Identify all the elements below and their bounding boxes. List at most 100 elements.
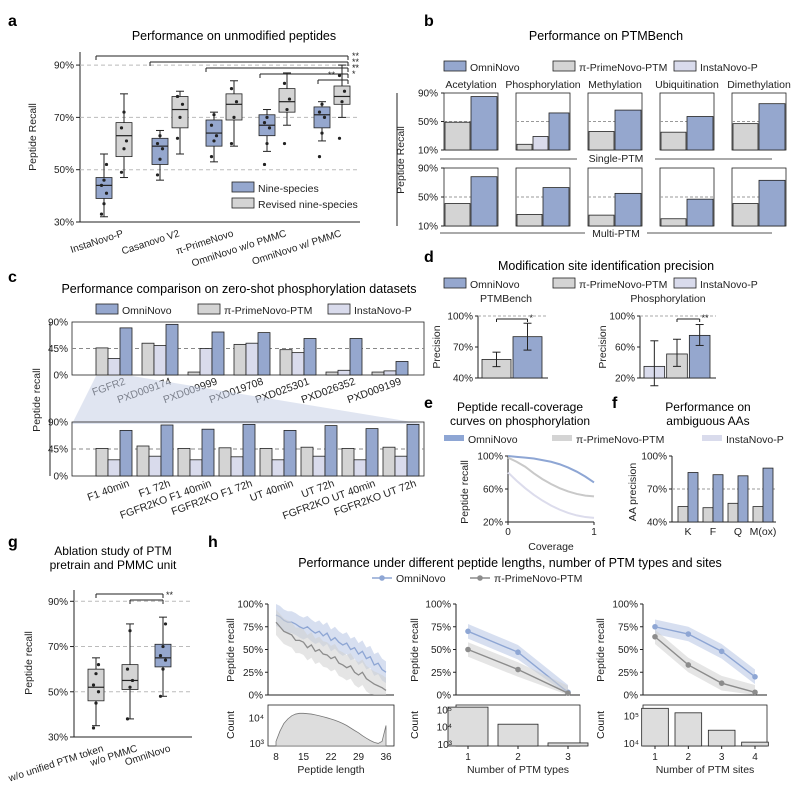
h-legend-prime-marker (477, 575, 483, 581)
h-sites-ytick-label: 50% (618, 645, 638, 656)
g-box-w/o unified PTM token (87, 668, 105, 702)
panel-letter-b: b (424, 13, 434, 30)
a-point (119, 126, 124, 130)
f-legend-insta-label: InstaNovo-P (726, 434, 784, 446)
a-point (342, 89, 347, 93)
b-bar-omni (686, 116, 714, 151)
h-types-ytick-label: 75% (431, 622, 451, 633)
b-bar-prime (516, 213, 543, 227)
a-point (209, 155, 214, 159)
d-legend-omni-swatch (443, 277, 467, 289)
c-top-bar-prime (371, 371, 385, 376)
a-ylabel: Peptide Recall (27, 103, 39, 171)
b-bar-prime (660, 218, 687, 227)
h-types-marker-π-PrimeNovo-PTM (515, 666, 521, 673)
h-sites-marker-π-PrimeNovo-PTM (652, 633, 658, 640)
h-sites-band-π-PrimeNovo-PTM (655, 629, 755, 695)
a-point (282, 81, 287, 85)
c-bottom-bar-omni (365, 428, 379, 477)
h-length-count-label: Count (225, 711, 237, 739)
b-bar-prime (732, 123, 759, 151)
b-row-label-single: Single-PTM (589, 153, 644, 165)
b-ptm-label: Phosphorylation (505, 79, 580, 91)
panel-h-title: Performance under different peptide leng… (298, 556, 722, 570)
g-sig-mark: ** (166, 590, 174, 600)
f-xtick-label: M(ox) (750, 526, 777, 538)
f-bar-omni (687, 472, 699, 523)
h-length-xtick-label: 22 (325, 752, 337, 763)
c-bottom-bar-insta (148, 455, 162, 477)
c-top-bar-prime (95, 347, 109, 376)
panel-e-title-1: Peptide recall-coverage (457, 400, 583, 414)
h-length-count-tick: 10⁴ (249, 713, 264, 724)
h-types-count-tick: 10³ (438, 740, 453, 751)
c-bottom-bar-prime (95, 447, 109, 477)
h-types-count-tick: 10⁴ (437, 723, 452, 734)
e-ylabel: Peptide recall (459, 460, 471, 524)
c-bottom-bar-insta (353, 459, 367, 477)
h-length-xtick-label: 36 (380, 752, 392, 763)
h-sites-marker-OmniNovo (652, 623, 658, 630)
b-ytick-label: 90% (418, 89, 438, 100)
a-point (262, 121, 267, 125)
c-top-bar-prime (233, 343, 247, 376)
a-point (175, 136, 180, 140)
a-point (337, 73, 342, 78)
h-length-ytick-label: 50% (243, 645, 263, 656)
a-point (282, 141, 287, 146)
a-sig-mark: ** (352, 57, 360, 67)
b-bar-omni (548, 112, 570, 151)
a-legend-nine-label: Nine-species (258, 183, 319, 195)
g-ytick-label: 90% (48, 597, 68, 608)
b-legend-prime-swatch (552, 60, 576, 72)
d-right-sig-mark: ** (702, 313, 710, 323)
c-top-bar-prime (279, 349, 293, 376)
c-bottom-xtick-label: UT 40min (248, 477, 295, 504)
f-ytick-label: 100% (641, 452, 667, 463)
a-point (212, 113, 216, 117)
d-right-ytick-label: 100% (609, 312, 635, 323)
c-top-bar-omni (211, 331, 225, 376)
b-bar-omni (542, 187, 570, 227)
h-legend-prime-label: π-PrimeNovo-PTM (494, 573, 582, 585)
a-legend-revised-label: Revised nine-species (258, 199, 358, 211)
f-bar-omni (737, 475, 749, 523)
c-bottom-bar-insta (230, 456, 244, 477)
h-legend-omni-label: OmniNovo (396, 573, 446, 585)
h-sites-ylabel: Peptide recall (595, 618, 607, 682)
a-point (160, 147, 165, 151)
d-right-ytick-label: 60% (615, 343, 635, 354)
g-point (96, 690, 101, 694)
g-ytick-label: 70% (48, 642, 68, 653)
g-ytick-label: 50% (48, 687, 68, 698)
b-legend-omni-label: OmniNovo (470, 62, 520, 74)
a-point (317, 110, 322, 114)
a-point (234, 100, 239, 104)
b-bar-prime (660, 131, 687, 151)
a-box-OmniNovo w/o PMMC (278, 88, 296, 113)
c-bottom-bar-omni (160, 424, 174, 477)
e-xtick-label: 1 (591, 527, 597, 538)
a-point (122, 110, 126, 114)
a-box-OmniNovo w/ PMMC (313, 106, 331, 129)
f-ytick-label: 70% (647, 485, 667, 496)
e-legend-prime-label: π-PrimeNovo-PTM (576, 434, 664, 446)
b-ptm-label: Methylation (588, 79, 642, 91)
b-bar-insta (532, 136, 549, 151)
panel-e-title-2: curves on phosphorylation (450, 414, 590, 428)
a-point (340, 100, 344, 104)
g-point (125, 667, 130, 671)
c-bottom-bar-omni (406, 423, 420, 477)
h-sites-ytick-label: 0% (624, 691, 639, 702)
h-sites-marker-OmniNovo (718, 648, 725, 655)
panel-f-title-1: Performance on (665, 400, 750, 414)
b-bar-omni (686, 198, 714, 227)
h-length-count-area (275, 712, 387, 747)
a-ytick-label: 90% (54, 61, 74, 72)
g-point (128, 629, 132, 633)
b-ytick-label: 10% (418, 146, 438, 157)
h-sites-xlabel: Number of PTM sites (656, 764, 755, 776)
c-bottom-bar-omni (242, 423, 256, 477)
c-bottom-bar-insta (394, 455, 408, 477)
c-top-bar-prime (141, 342, 155, 376)
